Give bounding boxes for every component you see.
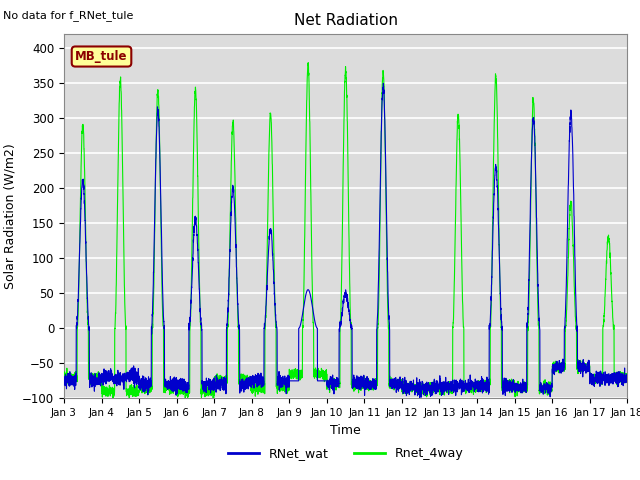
X-axis label: Time: Time xyxy=(330,424,361,437)
Title: Net Radiation: Net Radiation xyxy=(294,13,397,28)
Y-axis label: Solar Radiation (W/m2): Solar Radiation (W/m2) xyxy=(4,143,17,289)
Legend: RNet_wat, Rnet_4way: RNet_wat, Rnet_4way xyxy=(223,442,468,465)
Text: MB_tule: MB_tule xyxy=(76,50,128,63)
Text: No data for f_RNet_tule: No data for f_RNet_tule xyxy=(3,11,134,22)
